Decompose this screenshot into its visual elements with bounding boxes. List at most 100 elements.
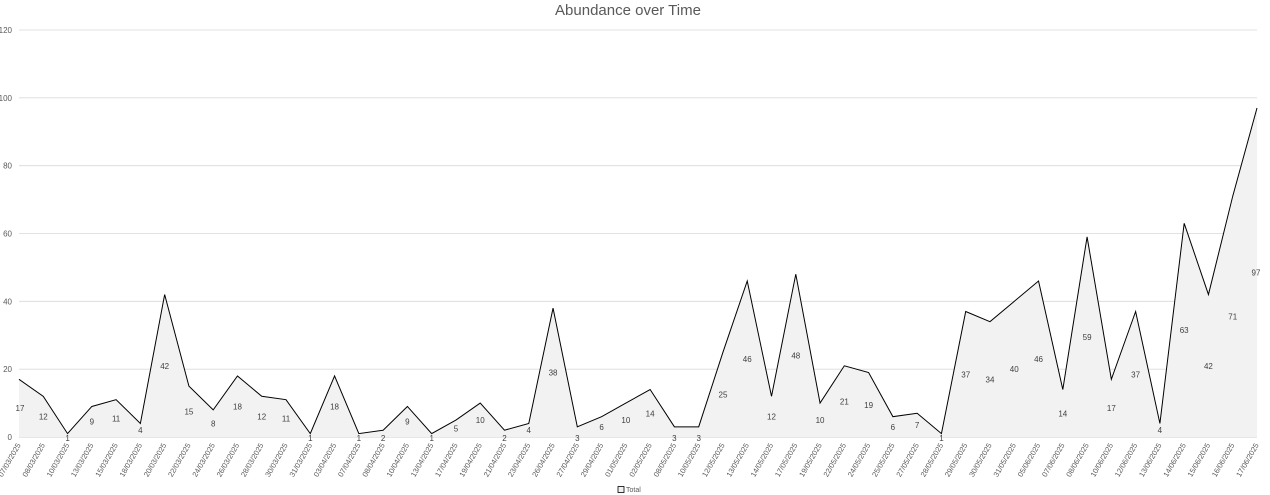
x-tick-label: 07/04/2025 [336, 442, 363, 479]
y-tick-label: 100 [0, 94, 13, 103]
data-label: 8 [211, 419, 216, 428]
x-tick-label: 27/04/2025 [554, 442, 581, 479]
data-label: 12 [257, 413, 266, 422]
x-tick-label: 05/06/2025 [1016, 442, 1043, 479]
data-label: 1 [65, 434, 70, 443]
x-tick-label: 07/06/2025 [1040, 442, 1067, 479]
x-tick-label: 14/05/2025 [749, 442, 776, 479]
data-label: 42 [160, 362, 169, 371]
data-label: 1 [357, 434, 362, 443]
data-label: 48 [791, 352, 800, 361]
data-label: 10 [621, 416, 630, 425]
legend-label: Total [626, 487, 641, 494]
data-label: 9 [90, 418, 95, 427]
y-tick-label: 80 [3, 162, 12, 171]
x-tick-label: 22/05/2025 [821, 442, 848, 479]
data-label: 38 [549, 369, 558, 378]
y-axis-ticks: 0 20 40 60 80 100 120 [0, 26, 13, 442]
y-tick-label: 120 [0, 26, 13, 35]
x-tick-label: 08/04/2025 [360, 442, 387, 479]
y-tick-label: 20 [3, 365, 12, 374]
x-tick-label: 30/05/2025 [967, 442, 994, 479]
x-tick-label: 26/04/2025 [530, 442, 557, 479]
data-label: 3 [672, 434, 677, 443]
x-tick-label: 24/03/2025 [190, 442, 217, 479]
data-label: 18 [330, 402, 339, 411]
data-label: 4 [138, 426, 143, 435]
x-tick-label: 26/03/2025 [215, 442, 242, 479]
x-axis-ticks: 07/03/202508/03/202510/03/202513/03/2025… [0, 442, 1261, 479]
data-label: 18 [233, 402, 242, 411]
data-label: 1 [308, 434, 313, 443]
data-label: 10 [476, 416, 485, 425]
data-label: 11 [112, 414, 121, 423]
x-tick-label: 20/03/2025 [142, 442, 169, 479]
data-label: 15 [184, 408, 193, 417]
x-tick-label: 27/05/2025 [894, 442, 921, 479]
x-tick-label: 01/05/2025 [603, 442, 630, 479]
data-label: 12 [767, 413, 776, 422]
legend-swatch [617, 486, 625, 493]
data-label: 17 [16, 404, 25, 413]
data-label: 6 [599, 423, 604, 432]
legend: Total [617, 486, 641, 494]
x-tick-label: 16/06/2025 [1210, 442, 1237, 479]
data-label: 37 [961, 370, 970, 379]
series-area [18, 107, 1258, 437]
x-tick-label: 31/05/2025 [991, 442, 1018, 479]
x-tick-label: 17/05/2025 [773, 442, 800, 479]
x-tick-label: 28/05/2025 [919, 442, 946, 479]
data-label: 14 [646, 409, 655, 418]
x-tick-label: 21/04/2025 [482, 442, 509, 479]
data-label: 9 [405, 418, 410, 427]
y-tick-label: 40 [3, 297, 12, 306]
data-label: 71 [1228, 313, 1237, 322]
data-label: 11 [282, 414, 291, 423]
data-label: 2 [502, 434, 507, 443]
chart-title: Abundance over Time [555, 2, 701, 19]
data-label: 5 [454, 425, 459, 434]
x-tick-label: 10/04/2025 [385, 442, 412, 479]
x-tick-label: 12/06/2025 [1113, 442, 1140, 479]
data-label: 6 [891, 423, 896, 432]
x-tick-label: 10/03/2025 [45, 442, 72, 479]
x-tick-label: 03/04/2025 [312, 442, 339, 479]
x-tick-label: 12/05/2025 [700, 442, 727, 479]
x-tick-label: 29/05/2025 [943, 442, 970, 479]
data-label: 2 [381, 434, 386, 443]
x-tick-label: 08/05/2025 [652, 442, 679, 479]
y-tick-label: 60 [3, 230, 12, 239]
data-label: 21 [840, 397, 849, 406]
data-label: 7 [915, 421, 920, 430]
data-label: 25 [719, 391, 728, 400]
x-tick-label: 14/06/2025 [1161, 442, 1188, 479]
x-tick-label: 23/04/2025 [506, 442, 533, 479]
x-tick-label: 24/05/2025 [846, 442, 873, 479]
data-label: 59 [1083, 333, 1092, 342]
x-tick-label: 08/06/2025 [1064, 442, 1091, 479]
x-tick-label: 13/03/2025 [69, 442, 96, 479]
data-label: 34 [986, 375, 995, 384]
x-tick-label: 19/04/2025 [457, 442, 484, 479]
data-label: 3 [575, 434, 580, 443]
x-tick-label: 13/05/2025 [724, 442, 751, 479]
grid-lines [19, 29, 1257, 438]
x-tick-label: 13/06/2025 [1137, 442, 1164, 479]
x-tick-label: 02/05/2025 [627, 442, 654, 479]
x-tick-label: 19/05/2025 [797, 442, 824, 479]
x-tick-label: 13/04/2025 [409, 442, 436, 479]
data-label: 19 [864, 401, 873, 410]
x-tick-label: 17/04/2025 [433, 442, 460, 479]
data-label: 40 [1010, 365, 1019, 374]
x-tick-label: 07/03/2025 [0, 442, 23, 479]
x-tick-label: 31/03/2025 [287, 442, 314, 479]
data-label: 1 [939, 434, 944, 443]
x-tick-label: 29/04/2025 [579, 442, 606, 479]
x-tick-label: 30/03/2025 [263, 442, 290, 479]
data-label: 4 [1158, 426, 1163, 435]
data-label: 10 [816, 416, 825, 425]
data-label: 63 [1180, 326, 1189, 335]
